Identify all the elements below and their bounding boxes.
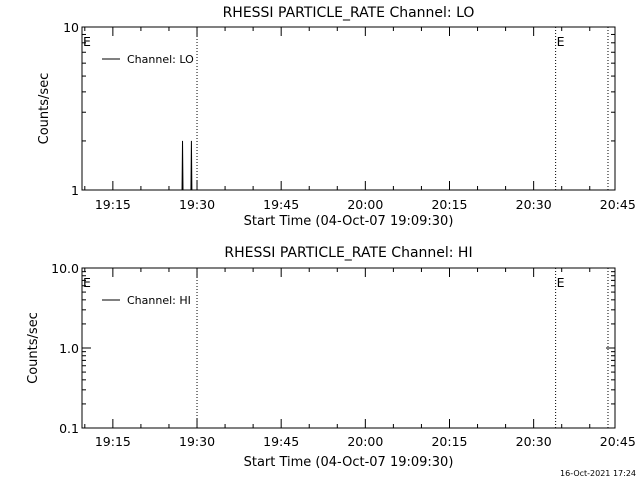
series-line: [181, 140, 193, 191]
chart-title: RHESSI PARTICLE_RATE Channel: HI: [224, 245, 472, 261]
y-axis-label: Counts/sec: [37, 73, 52, 145]
x-axis-label: Start Time (04-Oct-07 19:09:30): [244, 214, 454, 229]
event-marker-label: E: [557, 275, 565, 290]
x-tick-label: 20:00: [347, 434, 383, 449]
x-tick-label: 19:30: [179, 434, 215, 449]
plot-frame: [81, 267, 616, 429]
x-tick-label: 20:15: [431, 434, 467, 449]
legend-label: Channel: HI: [127, 294, 191, 307]
y-tick-label: 1: [71, 183, 79, 198]
x-tick-label: 19:15: [95, 197, 131, 212]
edge-marker-label: E: [83, 34, 91, 49]
x-tick-label: 19:30: [179, 197, 215, 212]
x-tick-label: 20:45: [600, 197, 636, 212]
y-tick-label: 1.0: [59, 341, 79, 356]
x-tick-label: 20:15: [431, 197, 467, 212]
x-tick-label: 19:45: [263, 197, 299, 212]
y-tick-label: 0.1: [59, 421, 79, 436]
chart-panel-hi: RHESSI PARTICLE_RATE Channel: HI 19:15 19:…: [26, 245, 636, 470]
chart-title: RHESSI PARTICLE_RATE Channel: LO: [223, 5, 475, 21]
x-tick-label: 19:45: [263, 434, 299, 449]
x-tick-label: 20:45: [600, 434, 636, 449]
edge-marker-label: E: [83, 275, 91, 290]
y-tick-label: 10.0: [51, 261, 79, 276]
legend-label: Channel: LO: [127, 53, 194, 66]
x-tick-label: 20:30: [516, 197, 552, 212]
x-tick-label: 20:00: [347, 197, 383, 212]
y-axis-label: Counts/sec: [26, 312, 41, 384]
x-tick-label: 20:30: [516, 434, 552, 449]
timestamp: 16-Oct-2021 17:24: [560, 469, 636, 478]
plot-frame: [81, 26, 616, 191]
y-tick-label: 10: [63, 20, 79, 35]
event-marker-label: E: [557, 34, 565, 49]
x-tick-label: 19:15: [95, 434, 131, 449]
chart-panel-lo: RHESSI PARTICLE_RATE Channel: LO 19:15 19:…: [37, 5, 636, 229]
x-axis-label: Start Time (04-Oct-07 19:09:30): [244, 455, 454, 470]
